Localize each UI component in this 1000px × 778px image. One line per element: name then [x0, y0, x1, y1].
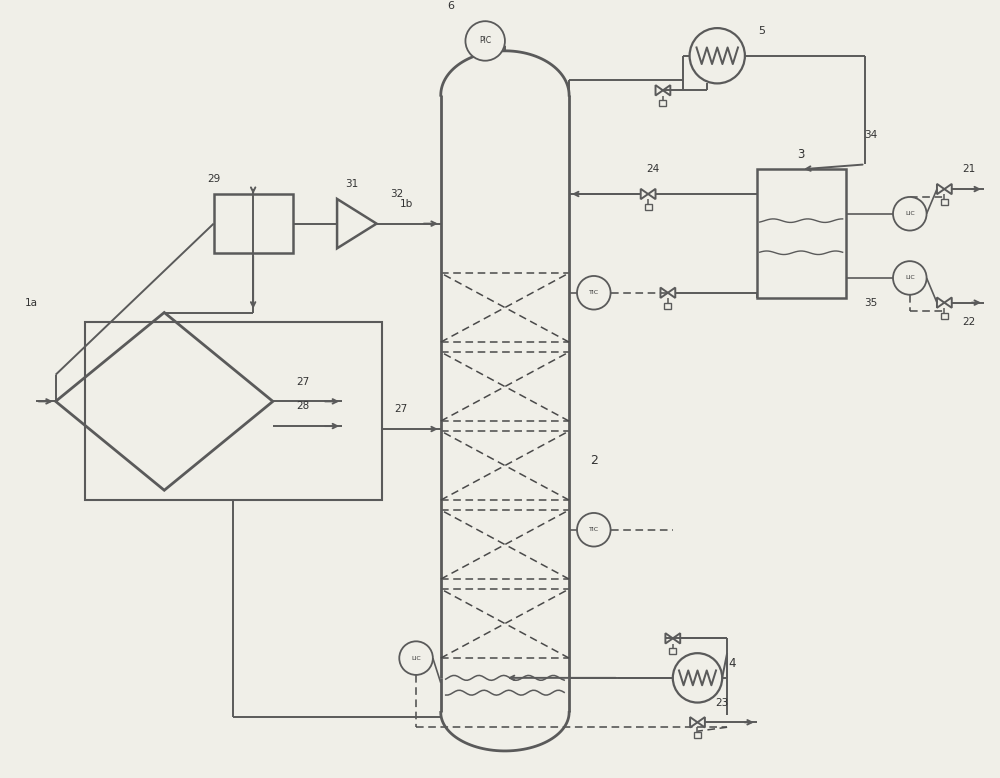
- Text: 2: 2: [590, 454, 598, 467]
- Text: LIC: LIC: [411, 656, 421, 661]
- Text: 28: 28: [296, 401, 309, 412]
- Circle shape: [673, 654, 722, 703]
- Bar: [214, 194, 293, 254]
- Bar: [645, 204, 652, 210]
- Bar: [757, 170, 846, 298]
- Text: 32: 32: [390, 189, 403, 199]
- Bar: [941, 199, 948, 205]
- Bar: [694, 732, 701, 738]
- Text: 27: 27: [296, 377, 309, 387]
- Text: 4: 4: [728, 657, 736, 670]
- Text: LIC: LIC: [905, 212, 915, 216]
- Text: 22: 22: [962, 317, 976, 328]
- Text: 24: 24: [646, 164, 660, 174]
- Circle shape: [690, 28, 745, 83]
- Bar: [664, 303, 671, 309]
- Text: 34: 34: [864, 130, 877, 140]
- Circle shape: [399, 641, 433, 675]
- Text: 6: 6: [447, 2, 454, 12]
- Text: 29: 29: [207, 174, 220, 184]
- Text: 1b: 1b: [400, 199, 413, 209]
- Text: 35: 35: [864, 298, 877, 307]
- Text: 23: 23: [716, 698, 729, 707]
- Circle shape: [577, 276, 611, 310]
- Text: 27: 27: [395, 405, 408, 414]
- Bar: [941, 313, 948, 319]
- Text: TIC: TIC: [589, 290, 599, 296]
- Text: TIC: TIC: [589, 527, 599, 532]
- Circle shape: [893, 261, 927, 295]
- Text: 1a: 1a: [24, 298, 37, 307]
- Text: PIC: PIC: [479, 37, 491, 45]
- Text: 5: 5: [758, 26, 765, 36]
- Text: 31: 31: [345, 179, 359, 189]
- Circle shape: [577, 513, 611, 546]
- Circle shape: [893, 197, 927, 230]
- Text: 3: 3: [797, 148, 805, 161]
- Bar: [669, 649, 676, 654]
- Bar: [659, 100, 666, 107]
- Text: 21: 21: [962, 164, 976, 174]
- Bar: [85, 322, 382, 500]
- Circle shape: [465, 21, 505, 61]
- Text: LIC: LIC: [905, 275, 915, 280]
